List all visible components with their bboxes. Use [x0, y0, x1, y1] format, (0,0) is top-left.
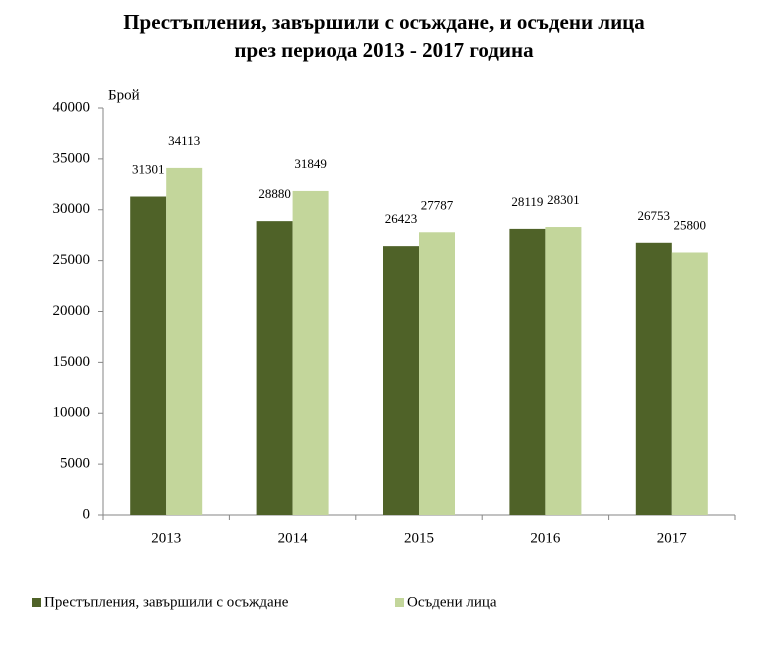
y-axis-label: Брой: [108, 87, 140, 103]
y-tick-label: 20000: [53, 303, 91, 319]
y-tick-label: 15000: [53, 354, 91, 370]
value-label: 26753: [638, 208, 671, 223]
value-label: 31301: [132, 161, 165, 176]
y-tick-label: 0: [83, 506, 91, 522]
x-tick-label: 2016: [530, 530, 561, 546]
bar: [545, 227, 582, 515]
value-label: 28119: [511, 194, 543, 209]
y-tick-label: 10000: [53, 405, 91, 421]
legend-label: Престъпления, завършили с осъждане: [44, 594, 289, 610]
value-label: 27787: [421, 197, 454, 212]
bar: [509, 228, 546, 516]
bar: [419, 232, 455, 515]
bar: [256, 221, 293, 515]
y-tick-label: 25000: [53, 252, 91, 268]
bar: [383, 246, 419, 515]
x-tick-label: 2017: [657, 530, 688, 546]
x-tick-label: 2013: [151, 530, 181, 546]
x-tick-label: 2015: [404, 530, 434, 546]
value-label: 28301: [547, 192, 580, 207]
x-tick-label: 2014: [278, 530, 309, 546]
y-tick-label: 30000: [53, 201, 91, 217]
value-label: 34113: [168, 133, 200, 148]
bar: [292, 190, 329, 515]
legend-label: Осъдени лица: [407, 594, 497, 610]
value-label: 25800: [674, 217, 707, 232]
legend-swatch: [395, 598, 404, 607]
bar: [166, 167, 203, 516]
chart-title: Престъпления, завършили с осъждане, и ос…: [123, 10, 645, 34]
y-tick-label: 40000: [53, 99, 91, 115]
legend-swatch: [32, 598, 41, 607]
bar: [635, 242, 672, 516]
bar: [671, 252, 708, 516]
y-tick-label: 5000: [60, 456, 90, 472]
bar: [130, 196, 167, 515]
value-label: 31849: [294, 156, 327, 171]
y-tick-label: 35000: [53, 150, 91, 166]
value-label: 28880: [258, 186, 291, 201]
value-label: 26423: [385, 211, 418, 226]
chart-title: през периода 2013 - 2017 година: [234, 38, 534, 62]
